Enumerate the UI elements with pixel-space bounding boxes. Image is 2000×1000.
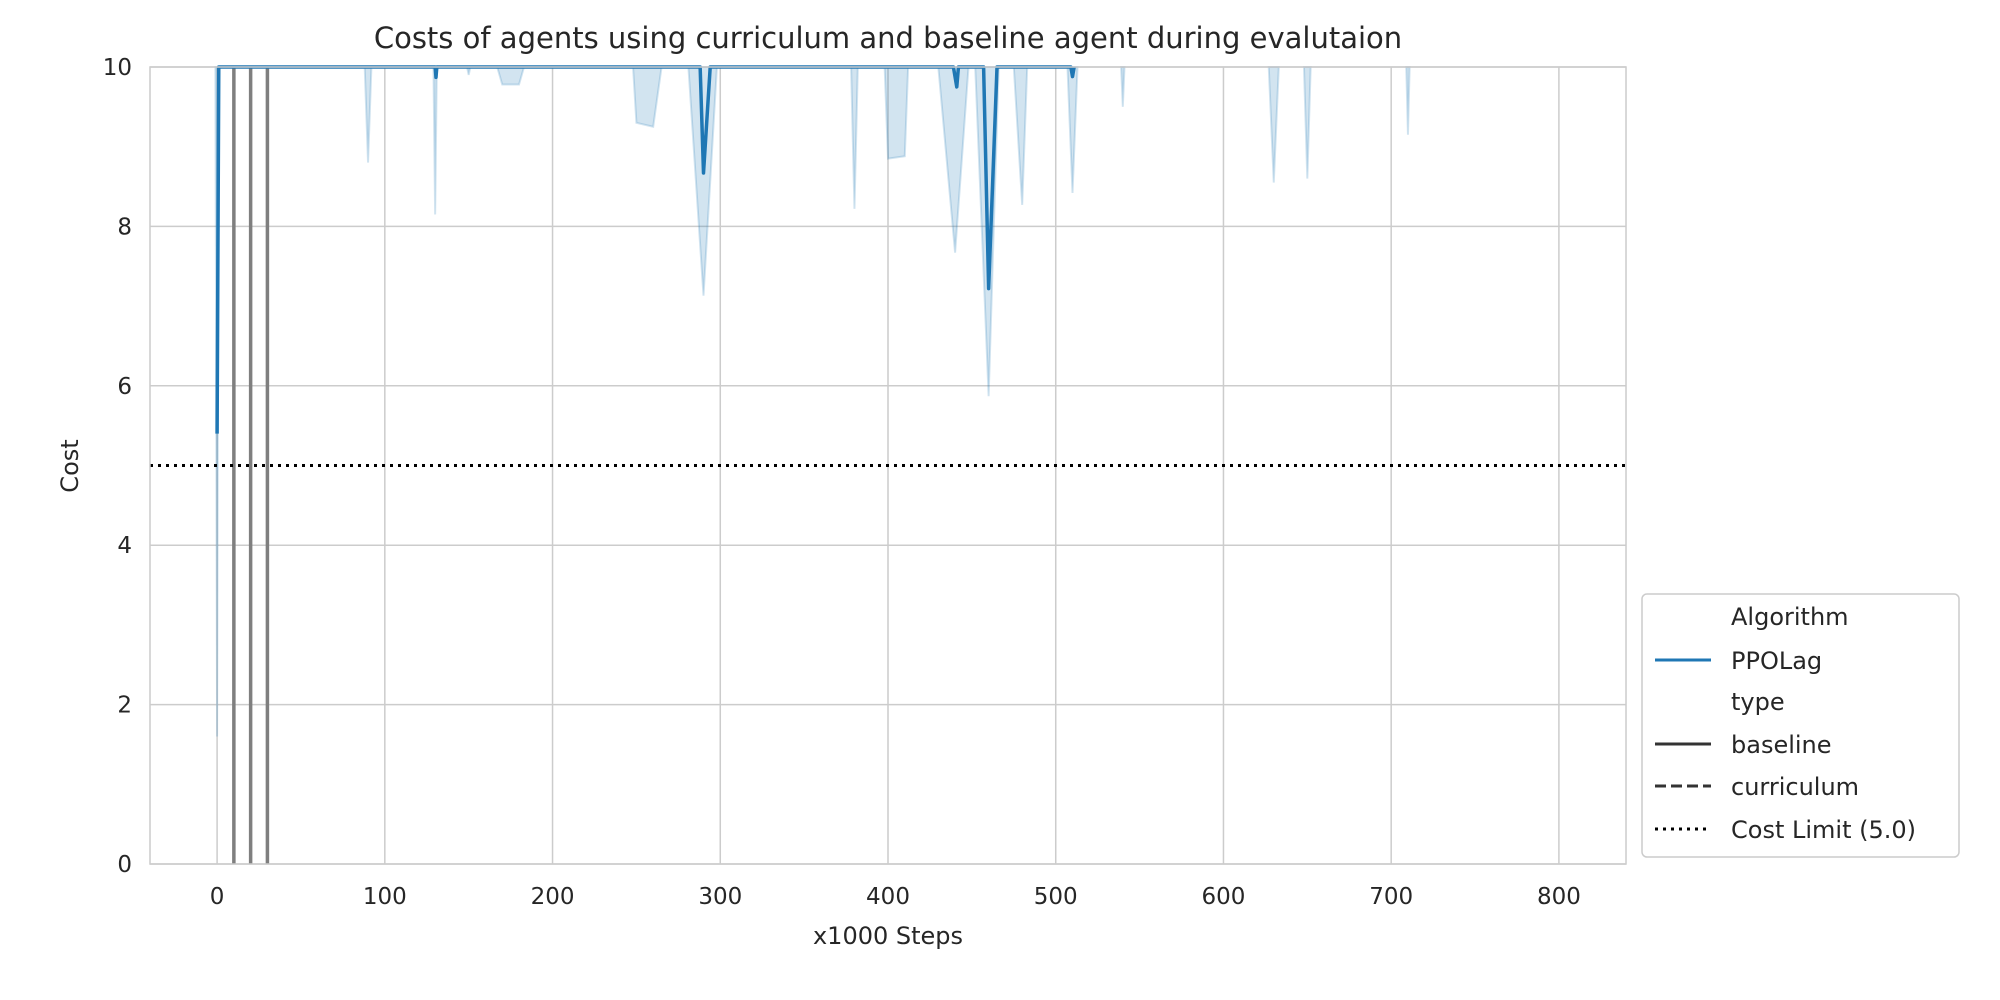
x-tick-label: 300 — [698, 884, 742, 910]
x-tick-label: 400 — [866, 884, 910, 910]
chart-title: Costs of agents using curriculum and bas… — [374, 21, 1402, 55]
x-tick-label: 500 — [1034, 884, 1078, 910]
legend-group-title-type: type — [1731, 688, 1785, 716]
x-tick-label: 800 — [1537, 884, 1581, 910]
y-tick-label: 2 — [117, 693, 132, 719]
baseline-lines — [232, 67, 270, 864]
x-axis-label: x1000 Steps — [813, 922, 963, 950]
x-tick-label: 100 — [363, 884, 407, 910]
legend-frame — [1641, 593, 1960, 858]
legend-group-title-algorithm: Algorithm — [1731, 603, 1849, 631]
x-tick-label: 200 — [531, 884, 575, 910]
x-tick-label: 700 — [1369, 884, 1413, 910]
legend-label-cost-limit: Cost Limit (5.0) — [1731, 816, 1916, 844]
legend-label-ppolag: PPOLag — [1731, 647, 1822, 675]
legend: Algorithm PPOLag type baseline curriculu… — [1641, 593, 1960, 858]
x-tick-label: 600 — [1202, 884, 1246, 910]
legend-label-baseline: baseline — [1731, 731, 1832, 759]
y-tick-label: 0 — [117, 852, 132, 878]
y-tick-labels: 0 2 4 6 8 10 — [103, 55, 132, 878]
confidence-band — [1405, 66, 1411, 135]
y-tick-label: 6 — [117, 374, 132, 400]
y-tick-label: 10 — [103, 55, 132, 81]
legend-label-curriculum: curriculum — [1731, 773, 1859, 801]
y-tick-label: 4 — [117, 533, 132, 559]
x-tick-label: 0 — [210, 884, 225, 910]
y-tick-label: 8 — [117, 214, 132, 240]
y-axis-label: Cost — [56, 439, 84, 492]
confidence-band — [1120, 66, 1126, 107]
confidence-band — [883, 66, 910, 160]
confidence-band — [495, 66, 526, 86]
x-tick-labels: 0 100 200 300 400 500 600 700 800 — [210, 884, 1581, 910]
plot-frame — [149, 66, 1627, 865]
confidence-band — [432, 66, 438, 215]
